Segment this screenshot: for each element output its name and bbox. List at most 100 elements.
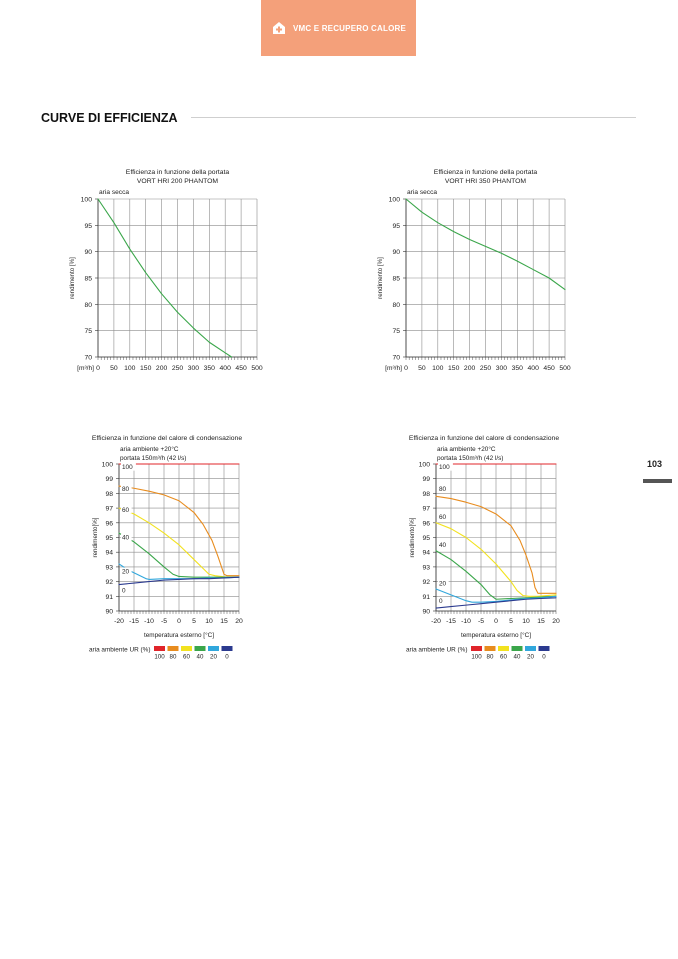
y-tick-label: 91 — [105, 594, 113, 601]
x-axis-label: temperatura esterno [°C] — [461, 631, 531, 639]
section-tab-label: VMC E RECUPERO CALORE — [292, 23, 407, 33]
series-inline-label: 80 — [439, 486, 447, 493]
y-tick-label: 99 — [105, 476, 113, 483]
x-tick-label: 400 — [220, 365, 232, 372]
x-tick-label: 0 — [404, 365, 408, 372]
x-tick-label: 150 — [448, 365, 460, 372]
x-tick-label: 0 — [96, 365, 100, 372]
x-tick-label: 250 — [480, 365, 492, 372]
x-tick-label: 300 — [496, 365, 508, 372]
chart-title: Efficienza in funzione del calore di con… — [92, 435, 242, 442]
series-label-bg — [438, 485, 449, 493]
series-inline-label: 100 — [439, 464, 450, 471]
legend-swatch-100 — [471, 646, 482, 651]
x-tick-label: 5 — [192, 618, 196, 625]
y-tick-label: 96 — [105, 520, 113, 527]
house-plus-icon — [272, 22, 285, 34]
x-tick-label: 400 — [528, 365, 540, 372]
x-axis-unit-label: [m³/h] — [385, 365, 402, 372]
x-tick-label: 200 — [156, 365, 168, 372]
page-number: 103 — [647, 459, 663, 469]
x-tick-label: 300 — [188, 365, 200, 372]
x-tick-label: 250 — [172, 365, 184, 372]
x-tick-label: 350 — [512, 365, 524, 372]
x-tick-label: 15 — [220, 618, 228, 625]
chart-subtitle: aria ambiente +20°C — [437, 445, 496, 453]
legend-swatch-0 — [538, 646, 550, 651]
series-label-bg — [121, 505, 132, 514]
y-tick-label: 70 — [84, 355, 92, 362]
x-tick-label: 500 — [251, 365, 263, 372]
y-tick-label: 99 — [422, 476, 430, 483]
x-tick-label: 200 — [464, 365, 476, 372]
series-inline-label: 0 — [439, 598, 443, 605]
page-marker — [643, 479, 672, 483]
legend-swatch-40 — [194, 646, 206, 651]
y-axis-label: rendimento[%] — [409, 517, 416, 557]
x-tick-label: 350 — [204, 365, 216, 372]
chart-annotation: aria secca — [99, 189, 129, 196]
x-tick-label: 10 — [205, 618, 213, 625]
series-inline-label: 20 — [439, 580, 447, 587]
legend-entry-label: 0 — [542, 654, 546, 661]
y-tick-label: 91 — [422, 594, 430, 601]
y-tick-label: 85 — [84, 276, 92, 283]
series-label-bg — [438, 596, 445, 605]
x-tick-label: 450 — [235, 365, 247, 372]
legend-swatch-80 — [167, 646, 179, 651]
legend-entry-label: 80 — [487, 654, 494, 661]
legend-entry-label: 60 — [500, 654, 507, 661]
legend-entry-label: 0 — [225, 654, 229, 661]
y-tick-label: 95 — [392, 223, 400, 230]
chart-annotation: aria secca — [407, 189, 437, 196]
y-tick-label: 97 — [422, 506, 430, 513]
x-tick-label: -5 — [478, 618, 484, 625]
legend-entry-label: 40 — [514, 654, 521, 661]
series-line-80 — [435, 495, 557, 594]
x-tick-label: 150 — [140, 365, 152, 372]
legend-swatch-40 — [511, 646, 523, 651]
chart-subtitle: VORT HRI 350 PHANTOM — [445, 178, 527, 185]
legend-entry-label: 80 — [170, 654, 177, 661]
series-label-bg — [121, 463, 136, 471]
chart-subtitle: VORT HRI 200 PHANTOM — [137, 178, 219, 185]
x-tick-label: 20 — [552, 618, 560, 625]
x-tick-label: 500 — [559, 365, 571, 372]
series-label-bg — [438, 541, 449, 549]
chart-subtitle: aria ambiente +20°C — [120, 445, 179, 453]
y-tick-label: 75 — [392, 328, 400, 335]
section-title: CURVE DI EFFICIENZA — [41, 111, 178, 125]
x-tick-label: 0 — [177, 618, 181, 625]
chart-subtitle-2: portata 150m³/h (42 l/s) — [437, 455, 503, 462]
series-inline-label: 80 — [122, 486, 130, 493]
x-tick-label: 450 — [543, 365, 555, 372]
legend-entry-label: 100 — [154, 654, 165, 661]
y-tick-label: 95 — [84, 223, 92, 230]
series-label-bg — [121, 533, 132, 542]
y-tick-label: 100 — [389, 197, 401, 204]
series-inline-label: 100 — [122, 464, 133, 471]
x-tick-label: 0 — [494, 618, 498, 625]
y-tick-label: 90 — [392, 249, 400, 256]
series-line-60 — [118, 507, 240, 578]
y-tick-label: 98 — [422, 491, 430, 498]
y-tick-label: 92 — [422, 579, 430, 586]
series-line-40 — [435, 550, 557, 600]
x-tick-label: 5 — [509, 618, 513, 625]
x-tick-label: -15 — [446, 618, 456, 625]
series-label-bg — [121, 567, 132, 576]
x-tick-label: -5 — [161, 618, 167, 625]
series-line-0 — [405, 198, 566, 291]
y-tick-label: 100 — [102, 462, 114, 469]
y-tick-label: 100 — [81, 197, 93, 204]
y-axis-label: rendimento [%] — [69, 257, 76, 299]
x-tick-label: 50 — [110, 365, 118, 372]
chart-subtitle-2: portata 150m³/h (42 l/s) — [120, 455, 186, 462]
legend-entry-label: 40 — [197, 654, 204, 661]
y-tick-label: 70 — [392, 355, 400, 362]
legend-title: aria ambiente UR (%) — [406, 647, 467, 654]
legend-swatch-20 — [525, 646, 536, 651]
y-tick-label: 75 — [84, 328, 92, 335]
